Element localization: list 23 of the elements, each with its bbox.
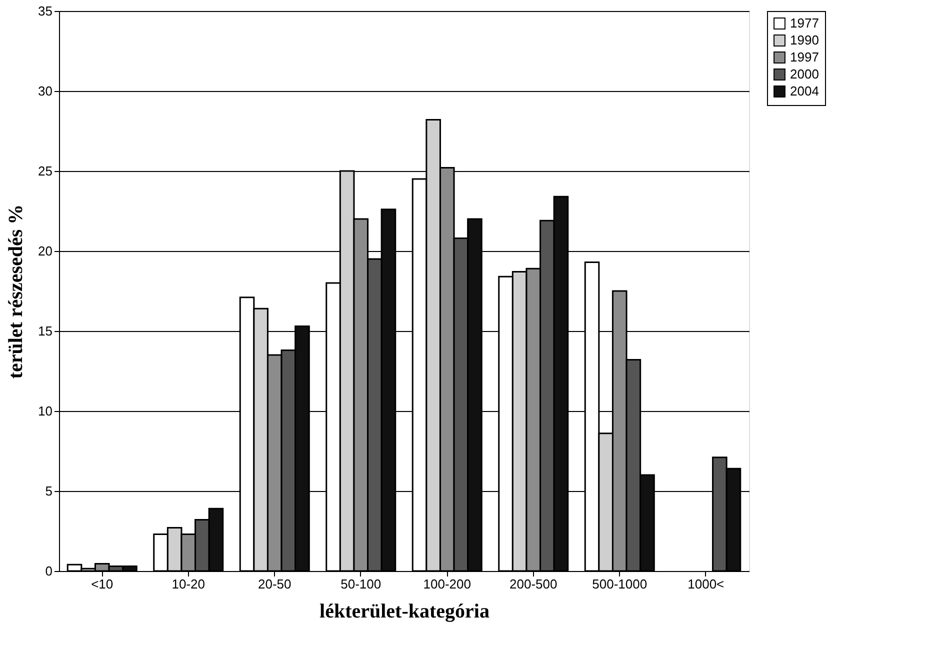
- x-tick-label: 500-1000: [592, 576, 648, 592]
- x-tick-label: 200-500: [510, 576, 558, 592]
- y-tick-label: 10: [38, 404, 52, 418]
- legend-label: 2004: [790, 84, 819, 98]
- y-tick-label: 15: [38, 324, 52, 338]
- x-tick-label: 10-20: [172, 576, 205, 592]
- x-tick-label: 20-50: [258, 576, 292, 592]
- legend-label: 1997: [790, 50, 819, 64]
- x-tick-label: 50-100: [340, 576, 382, 592]
- x-tick-label: 100-200: [423, 576, 471, 592]
- y-tick-label: 5: [45, 484, 52, 498]
- y-tick-label: 25: [38, 164, 52, 178]
- x-axis-title: lékterület-kategória: [320, 600, 490, 622]
- legend-label: 2000: [790, 66, 819, 82]
- y-tick-label: 20: [38, 244, 52, 258]
- y-tick-label: 30: [38, 84, 52, 98]
- y-axis-title: terület részesedés %: [5, 204, 28, 379]
- legend-label: 1990: [790, 32, 819, 48]
- x-tick-label: 1000<: [688, 576, 724, 592]
- y-tick-label: 35: [38, 4, 52, 18]
- x-tick-label: <10: [91, 576, 114, 592]
- legend-label: 1977: [790, 16, 819, 30]
- y-tick-label: 0: [45, 564, 52, 578]
